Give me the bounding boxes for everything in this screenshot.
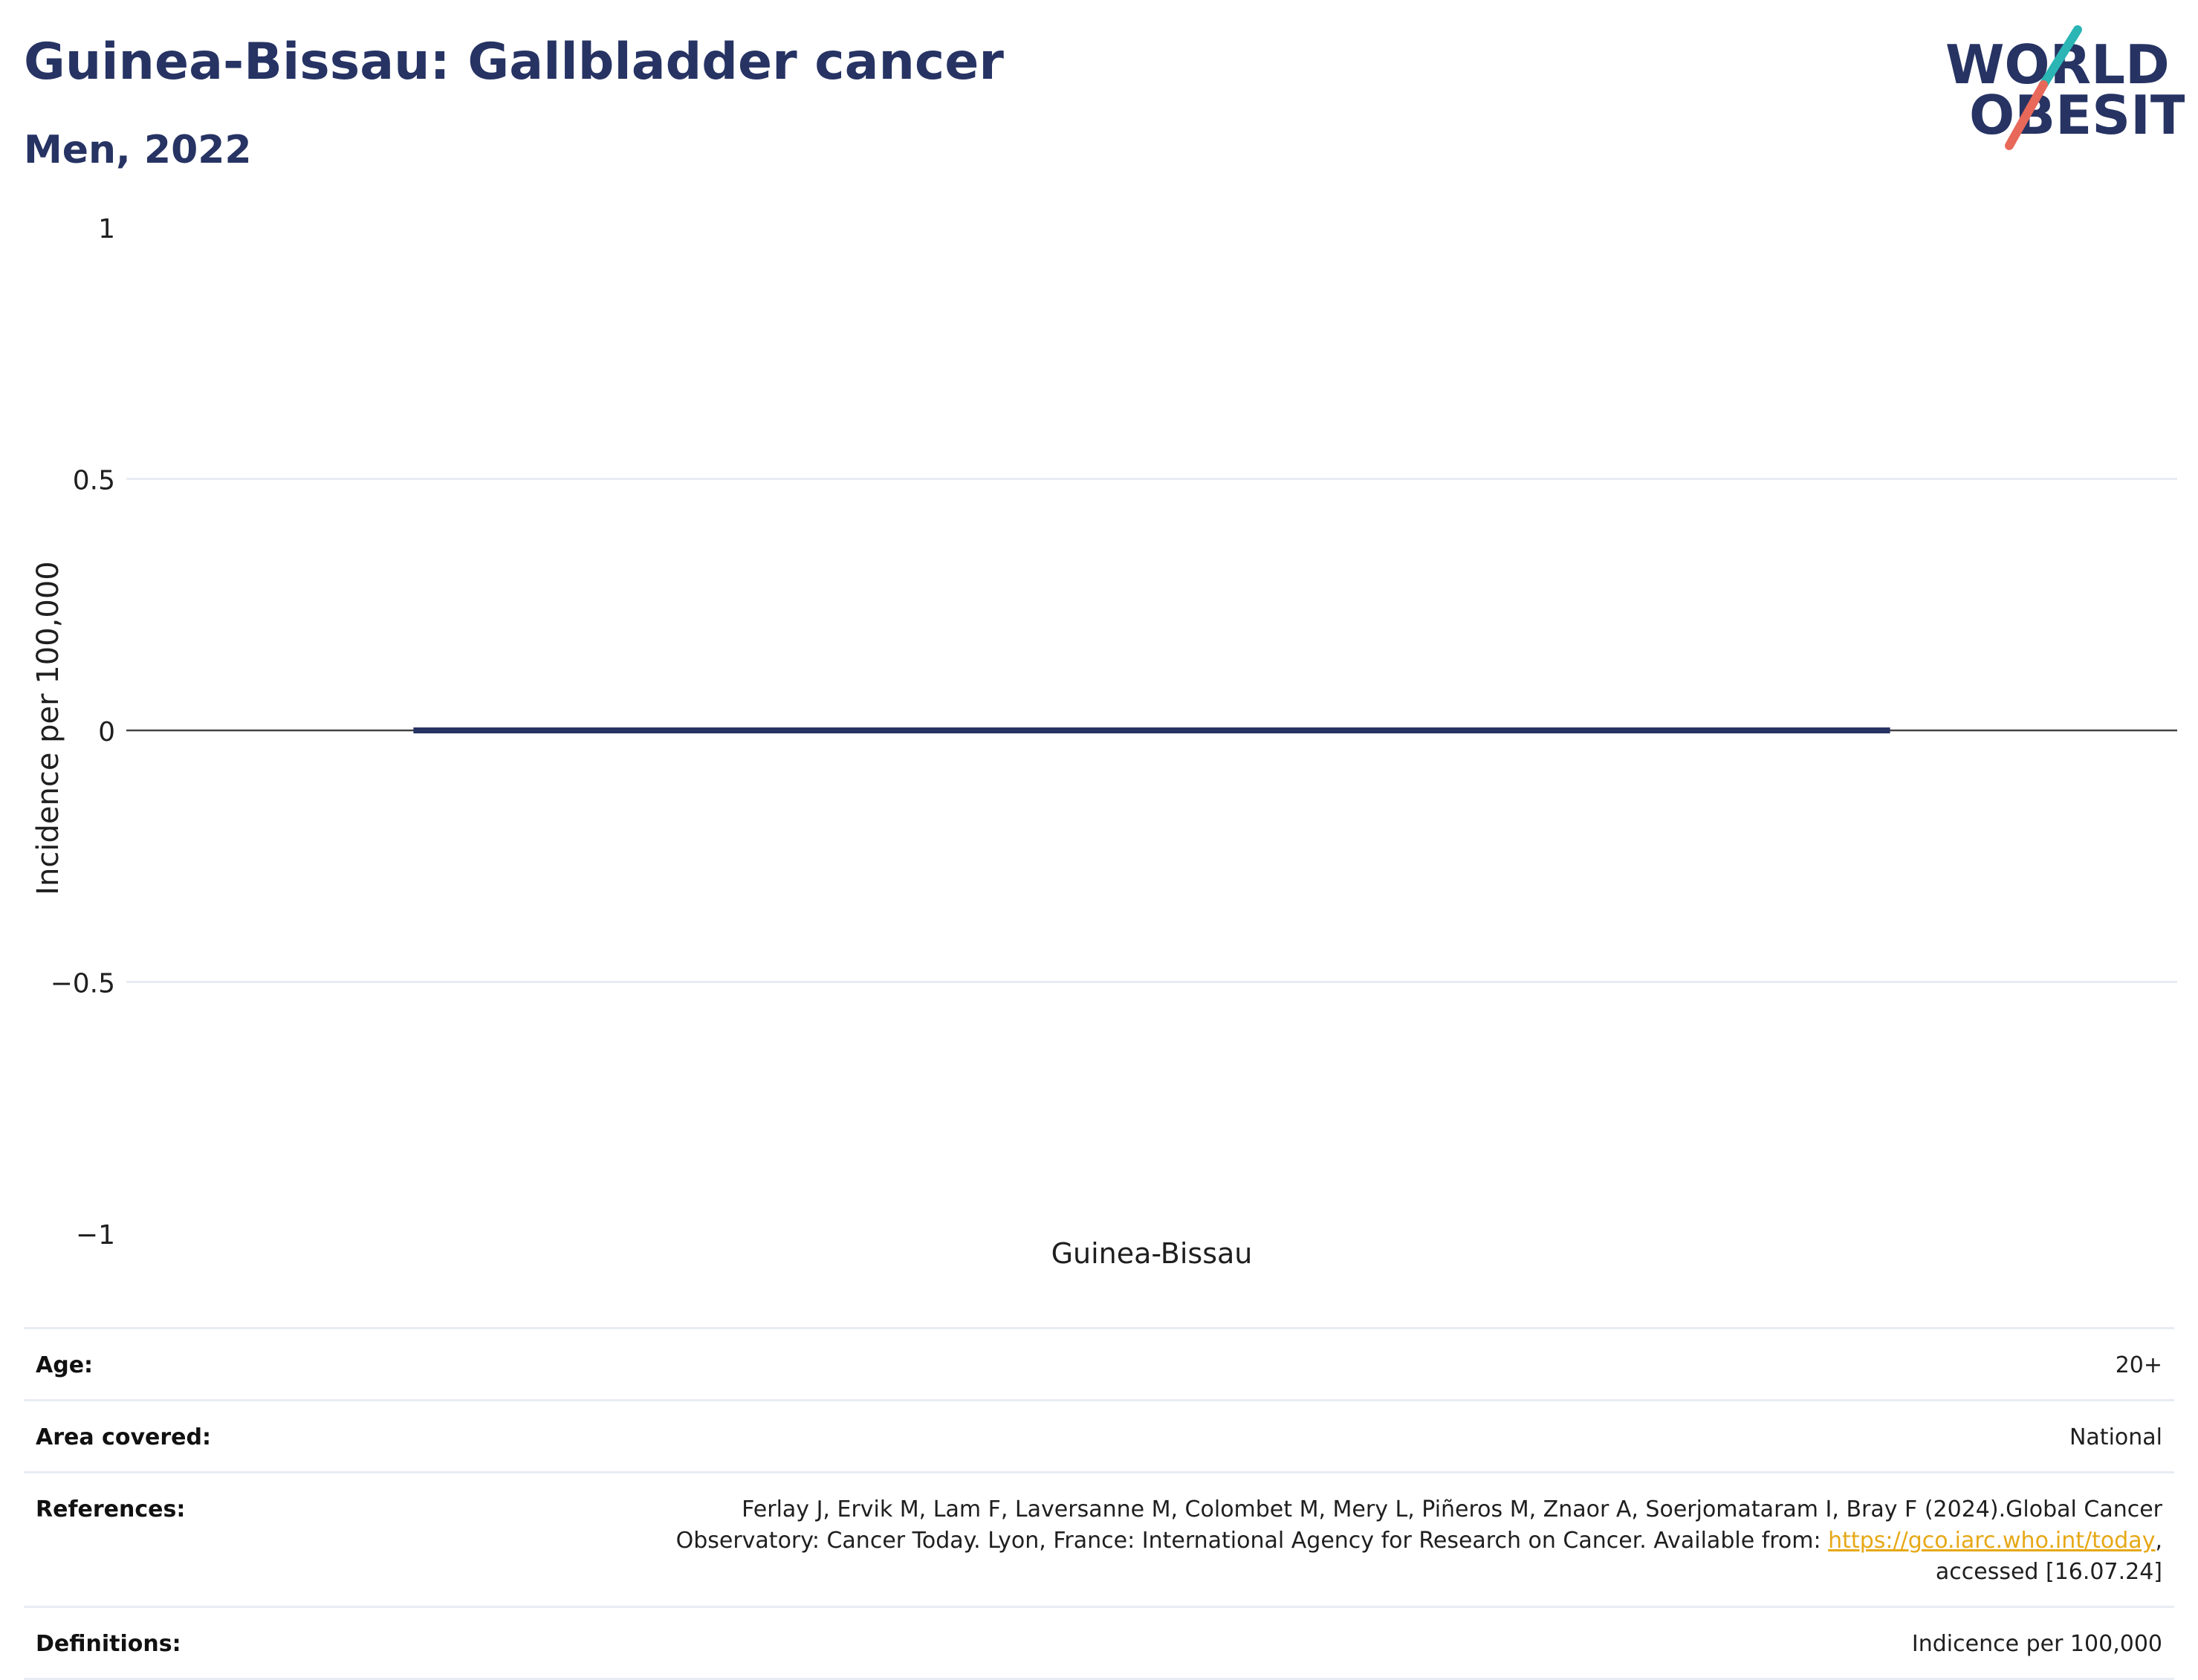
y-tick-label: 0 (98, 717, 115, 747)
bars (413, 727, 1890, 733)
x-tick-label: Guinea-Bissau (1051, 1237, 1253, 1270)
definitions-value: Indicence per 100,000 (1911, 1631, 2162, 1657)
world-obesity-logo: WORLD OBESITY (1932, 22, 2198, 156)
bar[interactable] (413, 727, 1890, 733)
info-row-definitions: Definitions: Indicence per 100,000 (24, 1606, 2174, 1680)
y-tick-label: 1 (98, 214, 115, 244)
info-row-references: References: Ferlay J, Ervik M, Lam F, La… (24, 1471, 2174, 1606)
y-tick-label: −1 (76, 1220, 115, 1251)
info-row-area: Area covered: National (24, 1399, 2174, 1471)
age-label: Age: (36, 1352, 94, 1378)
x-axis-ticks: Guinea-Bissau (1051, 1237, 1253, 1270)
logo-slash-bottom (2005, 80, 2048, 150)
logo-line2: OBESITY (1969, 84, 2185, 146)
area-value: National (2069, 1424, 2162, 1450)
info-row-age: Age: 20+ (24, 1327, 2174, 1399)
references-value: Ferlay J, Ervik M, Lam F, Laversanne M, … (602, 1494, 2162, 1588)
y-tick-label: 0.5 (73, 466, 115, 496)
age-value: 20+ (2115, 1352, 2162, 1378)
references-link[interactable]: https://gco.iarc.who.int/today (1828, 1528, 2156, 1554)
references-label: References: (36, 1496, 186, 1522)
references-text: Ferlay J, Ervik M, Lam F, Laversanne M, … (675, 1496, 2162, 1554)
references-accessed: , accessed [16.07.24] (1935, 1528, 2162, 1585)
y-tick-label: −0.5 (51, 969, 115, 999)
area-label: Area covered: (36, 1424, 211, 1450)
chart-title: Guinea-Bissau: Gallbladder cancer (24, 33, 1004, 91)
chart-subtitle: Men, 2022 (24, 128, 252, 172)
chart-area: 1 0.5 0 −0.5 −1 Guinea-Bissau Incidence per … (0, 193, 2198, 1285)
y-axis-label: Incidence per 100,000 (31, 561, 65, 895)
definitions-label: Definitions: (36, 1631, 181, 1657)
y-axis-ticks: 1 0.5 0 −0.5 −1 (51, 214, 115, 1251)
logo-slash-top (2039, 25, 2082, 89)
info-table: Age: 20+ Area covered: National Referenc… (24, 1327, 2174, 1680)
